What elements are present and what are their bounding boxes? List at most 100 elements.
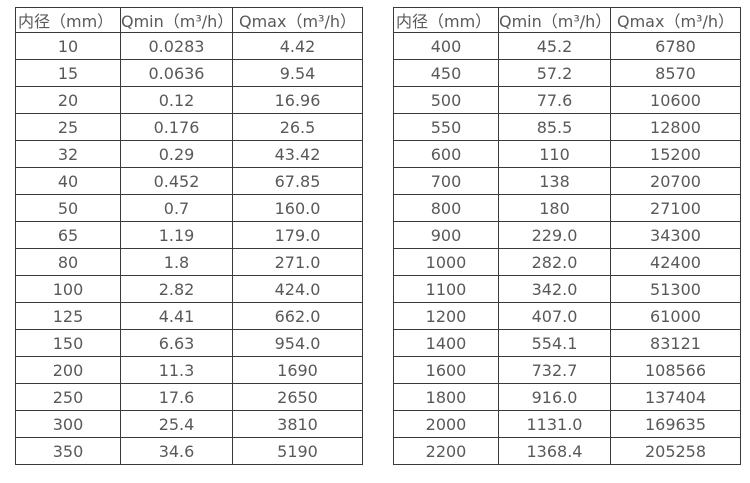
table-cell: 77.6 bbox=[498, 86, 611, 114]
column-header-qmin: Qmin（m³/h） bbox=[498, 7, 611, 33]
table-cell: 342.0 bbox=[498, 275, 611, 303]
table-cell: 9.54 bbox=[232, 59, 363, 87]
table-cell: 700 bbox=[393, 167, 499, 195]
table-cell: 662.0 bbox=[232, 302, 363, 330]
table-body: 400 45.2 6780 450 57.2 8570 500 77.6 10600 550 85.… bbox=[393, 32, 741, 465]
table-cell: 424.0 bbox=[232, 275, 363, 303]
column-header-qmax: Qmax（m³/h） bbox=[610, 7, 741, 33]
table-row: 500 77.6 10600 bbox=[393, 86, 741, 114]
table-cell: 916.0 bbox=[498, 383, 611, 411]
table-row: 100 2.82 424.0 bbox=[15, 275, 363, 303]
table-row: 400 45.2 6780 bbox=[393, 32, 741, 60]
table-cell: 0.452 bbox=[120, 167, 233, 195]
table-cell: 17.6 bbox=[120, 383, 233, 411]
table-cell: 800 bbox=[393, 194, 499, 222]
table-cell: 1600 bbox=[393, 356, 499, 384]
table-row: 15 0.0636 9.54 bbox=[15, 59, 363, 87]
table-cell: 12800 bbox=[610, 113, 741, 141]
table-cell: 160.0 bbox=[232, 194, 363, 222]
table-cell: 3810 bbox=[232, 410, 363, 438]
table-cell: 1368.4 bbox=[498, 437, 611, 465]
table-cell: 40 bbox=[15, 167, 121, 195]
table-cell: 180 bbox=[498, 194, 611, 222]
table-cell: 11.3 bbox=[120, 356, 233, 384]
table-row: 32 0.29 43.42 bbox=[15, 140, 363, 168]
table-cell: 5190 bbox=[232, 437, 363, 465]
table-row: 800 180 27100 bbox=[393, 194, 741, 222]
table-cell: 300 bbox=[15, 410, 121, 438]
table-row: 1000 282.0 42400 bbox=[393, 248, 741, 276]
tables-container: 内径（mm） Qmin（m³/h） Qmax（m³/h） 10 0.0283 4.42 1… bbox=[15, 7, 741, 465]
table-cell: 550 bbox=[393, 113, 499, 141]
table-row: 50 0.7 160.0 bbox=[15, 194, 363, 222]
column-header-qmax: Qmax（m³/h） bbox=[232, 7, 363, 33]
table-cell: 179.0 bbox=[232, 221, 363, 249]
table-cell: 1200 bbox=[393, 302, 499, 330]
column-header-diameter: 内径（mm） bbox=[393, 7, 499, 33]
table-row: 65 1.19 179.0 bbox=[15, 221, 363, 249]
header-row: 内径（mm） Qmin（m³/h） Qmax（m³/h） bbox=[393, 7, 741, 33]
table-cell: 83121 bbox=[610, 329, 741, 357]
table-cell: 229.0 bbox=[498, 221, 611, 249]
table-row: 1200 407.0 61000 bbox=[393, 302, 741, 330]
table-cell: 1131.0 bbox=[498, 410, 611, 438]
table-cell: 51300 bbox=[610, 275, 741, 303]
header-row: 内径（mm） Qmin（m³/h） Qmax（m³/h） bbox=[15, 7, 363, 33]
table-cell: 150 bbox=[15, 329, 121, 357]
table-row: 450 57.2 8570 bbox=[393, 59, 741, 87]
table-cell: 45.2 bbox=[498, 32, 611, 60]
table-row: 600 110 15200 bbox=[393, 140, 741, 168]
table-row: 2200 1368.4 205258 bbox=[393, 437, 741, 465]
table-cell: 205258 bbox=[610, 437, 741, 465]
table-cell: 42400 bbox=[610, 248, 741, 276]
table-cell: 4.41 bbox=[120, 302, 233, 330]
table-header-row: 内径（mm） Qmin（m³/h） Qmax（m³/h） bbox=[15, 7, 363, 33]
table-cell: 282.0 bbox=[498, 248, 611, 276]
table-row: 1600 732.7 108566 bbox=[393, 356, 741, 384]
table-cell: 1000 bbox=[393, 248, 499, 276]
table-cell: 15 bbox=[15, 59, 121, 87]
table-cell: 110 bbox=[498, 140, 611, 168]
table-row: 250 17.6 2650 bbox=[15, 383, 363, 411]
table-cell: 25.4 bbox=[120, 410, 233, 438]
table-cell: 25 bbox=[15, 113, 121, 141]
table-cell: 50 bbox=[15, 194, 121, 222]
table-cell: 169635 bbox=[610, 410, 741, 438]
table-cell: 20700 bbox=[610, 167, 741, 195]
table-cell: 1.19 bbox=[120, 221, 233, 249]
table-cell: 1400 bbox=[393, 329, 499, 357]
table-row: 150 6.63 954.0 bbox=[15, 329, 363, 357]
table-cell: 32 bbox=[15, 140, 121, 168]
table-cell: 8570 bbox=[610, 59, 741, 87]
table-cell: 6780 bbox=[610, 32, 741, 60]
table-row: 200 11.3 1690 bbox=[15, 356, 363, 384]
table-cell: 2200 bbox=[393, 437, 499, 465]
table-cell: 65 bbox=[15, 221, 121, 249]
table-row: 1100 342.0 51300 bbox=[393, 275, 741, 303]
table-cell: 2000 bbox=[393, 410, 499, 438]
table-cell: 200 bbox=[15, 356, 121, 384]
table-row: 125 4.41 662.0 bbox=[15, 302, 363, 330]
table-row: 900 229.0 34300 bbox=[393, 221, 741, 249]
table-body: 10 0.0283 4.42 15 0.0636 9.54 20 0.12 16.96 25 0.1… bbox=[15, 32, 363, 465]
table-row: 300 25.4 3810 bbox=[15, 410, 363, 438]
table-row: 2000 1131.0 169635 bbox=[393, 410, 741, 438]
table-cell: 954.0 bbox=[232, 329, 363, 357]
table-cell: 67.85 bbox=[232, 167, 363, 195]
table-row: 550 85.5 12800 bbox=[393, 113, 741, 141]
table-cell: 600 bbox=[393, 140, 499, 168]
table-cell: 1100 bbox=[393, 275, 499, 303]
column-header-qmin: Qmin（m³/h） bbox=[120, 7, 233, 33]
table-cell: 20 bbox=[15, 86, 121, 114]
table-row: 25 0.176 26.5 bbox=[15, 113, 363, 141]
table-cell: 34.6 bbox=[120, 437, 233, 465]
table-cell: 250 bbox=[15, 383, 121, 411]
table-row: 20 0.12 16.96 bbox=[15, 86, 363, 114]
table-cell: 500 bbox=[393, 86, 499, 114]
table-cell: 554.1 bbox=[498, 329, 611, 357]
table-cell: 0.176 bbox=[120, 113, 233, 141]
table-row: 80 1.8 271.0 bbox=[15, 248, 363, 276]
table-cell: 1.8 bbox=[120, 248, 233, 276]
table-cell: 1690 bbox=[232, 356, 363, 384]
table-row: 40 0.452 67.85 bbox=[15, 167, 363, 195]
